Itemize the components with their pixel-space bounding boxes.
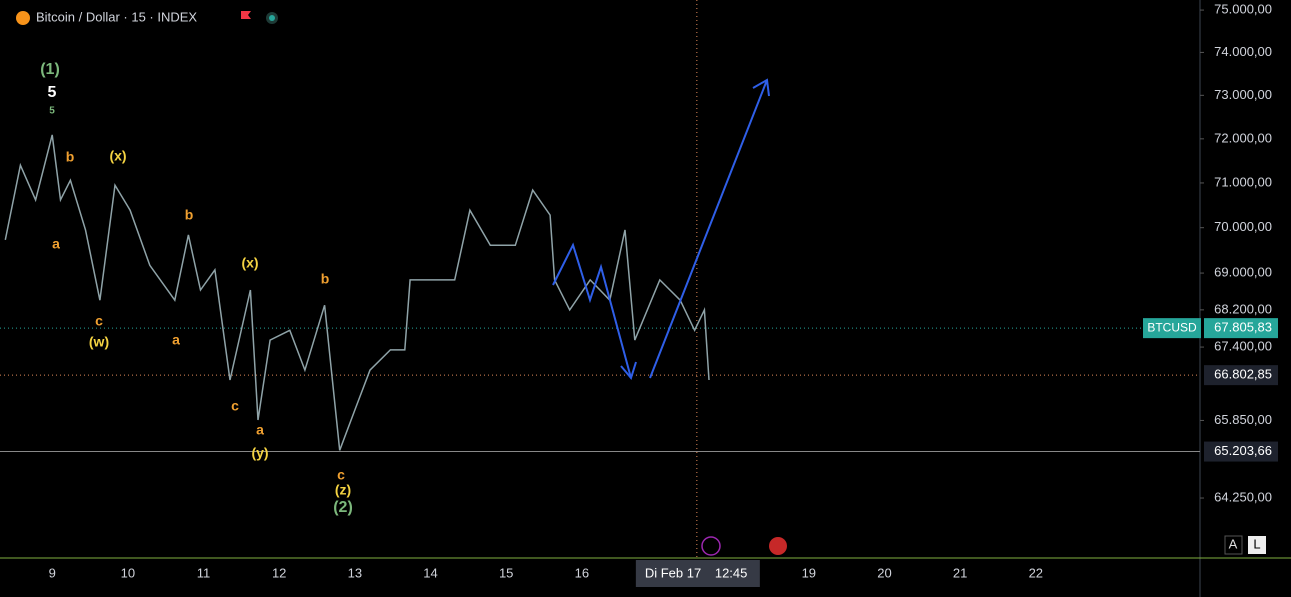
price-label-box xyxy=(1204,365,1278,386)
projection xyxy=(552,78,770,381)
price-label: 65.203,66 xyxy=(1214,443,1272,458)
wave-label: 5 xyxy=(48,84,57,101)
x-tick-label: 12 xyxy=(272,565,286,580)
price-label-box xyxy=(1204,318,1278,339)
x-tick-label: 21 xyxy=(953,565,967,580)
price-label-box xyxy=(1204,441,1278,462)
symbol-title: Bitcoin / Dollar · 15 · INDEX xyxy=(36,9,197,24)
y-tick-label: 71.000,00 xyxy=(1214,174,1272,189)
wave-label: (y) xyxy=(251,445,268,461)
wave-label: b xyxy=(321,271,330,287)
y-tick-label: 65.850,00 xyxy=(1214,412,1272,427)
wave-label: b xyxy=(66,149,75,165)
y-tick-label: 72.000,00 xyxy=(1214,130,1272,145)
x-tick-label: 15 xyxy=(499,565,513,580)
symbol-label-box xyxy=(1143,318,1201,339)
wave-label: a xyxy=(256,422,264,438)
x-tick-label: 10 xyxy=(121,565,135,580)
status-dot xyxy=(269,15,275,21)
wave-label: (x) xyxy=(109,148,126,164)
y-tick-label: 70.000,00 xyxy=(1214,219,1272,234)
x-tick-label: 16 xyxy=(575,565,589,580)
coin-icon xyxy=(16,11,30,25)
wave-label: (1) xyxy=(40,61,60,78)
wave-label: (w) xyxy=(89,334,109,350)
crosshair-box xyxy=(635,560,760,587)
button[interactable] xyxy=(1248,536,1266,554)
wave-label: 5 xyxy=(49,106,55,117)
x-tick-label: 20 xyxy=(877,565,891,580)
x-tick-label: 13 xyxy=(348,565,362,580)
price-label: 66.802,85 xyxy=(1214,367,1272,382)
button[interactable] xyxy=(1224,535,1243,555)
wave-label: (2) xyxy=(333,499,353,516)
arrowhead xyxy=(620,361,637,381)
y-tick-label: 64.250,00 xyxy=(1214,489,1272,504)
flag-icon[interactable] xyxy=(769,537,787,555)
wave-label: a xyxy=(172,332,180,348)
price-label: 67.805,83 xyxy=(1214,320,1272,335)
wave-label: b xyxy=(185,207,194,223)
y-tick-label: 68.200,00 xyxy=(1214,301,1272,316)
wave-label: c xyxy=(95,313,103,329)
wave-label: (x) xyxy=(241,255,258,271)
wave-label: c xyxy=(231,398,239,414)
x-tick-label: 14 xyxy=(423,565,437,580)
x-tick-label: 11 xyxy=(197,565,211,580)
wave-label: a xyxy=(52,236,60,252)
x-tick-label: 22 xyxy=(1029,565,1043,580)
wave-label: (z) xyxy=(335,482,351,498)
arrowhead xyxy=(752,78,770,97)
event-icon[interactable] xyxy=(701,536,721,556)
price-line-series xyxy=(4,134,710,451)
x-tick-label: 9 xyxy=(49,565,56,580)
y-tick-label: 73.000,00 xyxy=(1214,87,1272,102)
wave-label: c xyxy=(337,467,345,483)
button-label: A xyxy=(1229,536,1238,551)
projection-down xyxy=(552,242,632,379)
x-tick-label: 19 xyxy=(802,565,816,580)
button-label: L xyxy=(1253,536,1260,551)
y-tick-label: 69.000,00 xyxy=(1214,265,1272,280)
flag xyxy=(241,11,251,19)
y-tick-label: 75.000,00 xyxy=(1214,2,1272,17)
projection-up xyxy=(649,79,768,379)
y-tick-label: 67.400,00 xyxy=(1214,339,1272,354)
crosshair-date: Di Feb 17 xyxy=(645,565,701,580)
y-tick-label: 74.000,00 xyxy=(1214,44,1272,59)
crosshair-time: 12:45 xyxy=(715,565,748,580)
symbol-label: BTCUSD xyxy=(1147,320,1197,334)
